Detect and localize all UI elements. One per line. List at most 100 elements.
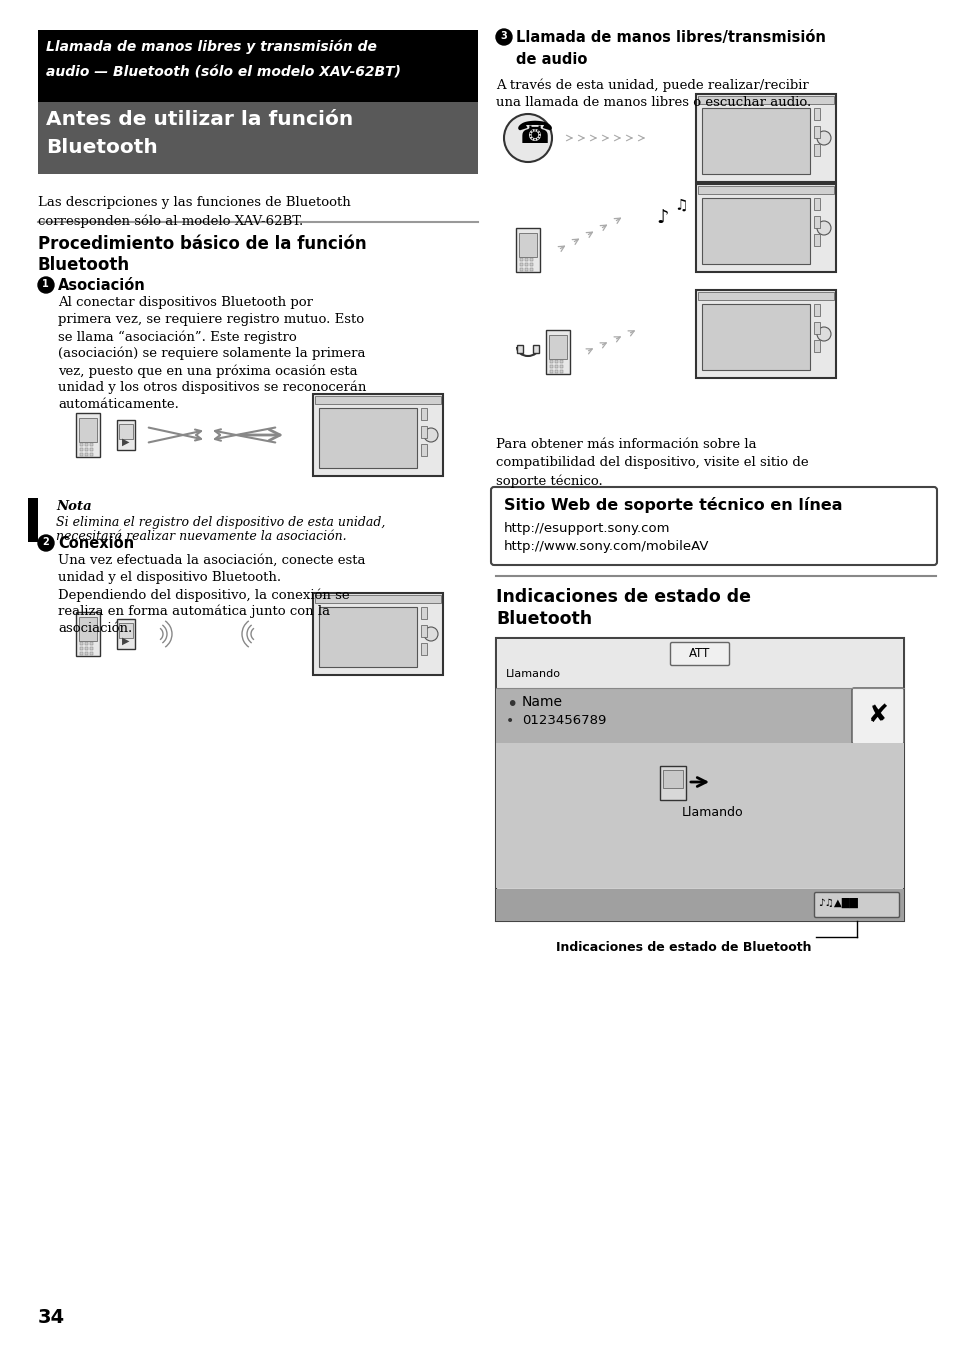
Circle shape: [816, 131, 830, 145]
Bar: [420, 625, 427, 637]
Circle shape: [816, 327, 830, 341]
Bar: [497, 639, 902, 690]
Text: automáticamente.: automáticamente.: [58, 397, 179, 411]
Bar: [85, 453, 88, 456]
Text: Procedimiento básico de la función: Procedimiento básico de la función: [38, 235, 366, 253]
Bar: [550, 365, 553, 368]
Bar: [701, 304, 809, 370]
Bar: [496, 690, 851, 744]
Text: ♪: ♪: [656, 208, 668, 227]
Text: ♪♫▲██: ♪♫▲██: [817, 898, 857, 909]
Bar: [813, 216, 820, 228]
Bar: [80, 443, 83, 446]
Bar: [76, 412, 100, 457]
Bar: [559, 370, 562, 373]
Bar: [519, 268, 522, 270]
Bar: [90, 453, 92, 456]
Text: Bluetooth: Bluetooth: [46, 138, 157, 157]
Text: necesitará realizar nuevamente la asociación.: necesitará realizar nuevamente la asocia…: [56, 530, 346, 544]
Bar: [119, 623, 132, 638]
Bar: [79, 617, 97, 641]
Text: de audio: de audio: [516, 51, 587, 68]
Text: Indicaciones de estado de Bluetooth: Indicaciones de estado de Bluetooth: [556, 941, 811, 955]
Bar: [696, 289, 835, 379]
Bar: [519, 258, 522, 261]
Circle shape: [423, 429, 437, 442]
Bar: [496, 890, 903, 921]
Text: Llamada de manos libres y transmisión de: Llamada de manos libres y transmisión de: [46, 41, 376, 54]
Text: unidad y el dispositivo Bluetooth.: unidad y el dispositivo Bluetooth.: [58, 571, 281, 584]
Bar: [524, 264, 527, 266]
Bar: [519, 264, 522, 266]
Bar: [524, 258, 527, 261]
Bar: [85, 652, 88, 654]
Bar: [496, 638, 903, 921]
Text: ♫: ♫: [673, 197, 687, 214]
Bar: [80, 642, 83, 645]
Bar: [90, 642, 92, 645]
Text: Sitio Web de soporte técnico en línea: Sitio Web de soporte técnico en línea: [503, 498, 841, 512]
Bar: [420, 443, 427, 456]
Bar: [119, 425, 132, 439]
Text: se llama “asociación”. Este registro: se llama “asociación”. Este registro: [58, 330, 296, 343]
Bar: [85, 648, 88, 650]
Text: Si elimina el registro del dispositivo de esta unidad,: Si elimina el registro del dispositivo d…: [56, 516, 385, 529]
Bar: [420, 426, 427, 438]
Text: (asociación) se requiere solamente la primera: (asociación) se requiere solamente la pr…: [58, 347, 365, 361]
Bar: [85, 642, 88, 645]
FancyBboxPatch shape: [670, 642, 729, 665]
Circle shape: [503, 114, 552, 162]
Text: Llamando: Llamando: [505, 669, 560, 679]
Bar: [76, 612, 100, 656]
Bar: [530, 258, 533, 261]
Bar: [90, 443, 92, 446]
Bar: [698, 96, 833, 104]
Text: ▶: ▶: [122, 635, 130, 646]
Bar: [813, 234, 820, 246]
Bar: [548, 335, 566, 360]
Text: Al conectar dispositivos Bluetooth por: Al conectar dispositivos Bluetooth por: [58, 296, 313, 310]
Bar: [555, 360, 558, 362]
Bar: [559, 365, 562, 368]
Text: Bluetooth: Bluetooth: [38, 256, 130, 274]
Bar: [813, 145, 820, 155]
Circle shape: [423, 627, 437, 641]
Bar: [314, 595, 440, 603]
Bar: [696, 184, 835, 272]
Bar: [79, 418, 97, 442]
Bar: [85, 448, 88, 452]
Text: Conexión: Conexión: [58, 535, 134, 552]
Text: vez, puesto que en una próxima ocasión esta: vez, puesto que en una próxima ocasión e…: [58, 364, 357, 377]
FancyBboxPatch shape: [851, 688, 903, 744]
Text: corresponden sólo al modelo XAV-62BT.: corresponden sólo al modelo XAV-62BT.: [38, 214, 303, 227]
Text: una llamada de manos libres o escuchar audio.: una llamada de manos libres o escuchar a…: [496, 96, 810, 110]
Bar: [659, 767, 685, 800]
Bar: [813, 322, 820, 334]
Text: •: •: [505, 695, 517, 714]
Text: A través de esta unidad, puede realizar/recibir: A través de esta unidad, puede realizar/…: [496, 78, 808, 92]
Text: ATT: ATT: [689, 648, 710, 660]
Bar: [517, 345, 522, 353]
Text: ✘: ✘: [866, 703, 887, 727]
Bar: [80, 652, 83, 654]
Bar: [696, 95, 835, 183]
Text: unidad y los otros dispositivos se reconocerán: unidad y los otros dispositivos se recon…: [58, 381, 366, 395]
Bar: [813, 339, 820, 352]
Text: ▶: ▶: [122, 437, 130, 448]
Text: compatibilidad del dispositivo, visite el sitio de: compatibilidad del dispositivo, visite e…: [496, 456, 808, 469]
Bar: [318, 607, 416, 667]
Bar: [533, 345, 538, 353]
Text: Llamando: Llamando: [681, 806, 742, 819]
Bar: [555, 365, 558, 368]
Text: soporte técnico.: soporte técnico.: [496, 475, 602, 488]
Text: •: •: [505, 714, 514, 727]
Bar: [80, 648, 83, 650]
Text: Nota: Nota: [56, 500, 91, 512]
Text: Para obtener más información sobre la: Para obtener más información sobre la: [496, 438, 756, 452]
Text: audio — Bluetooth (sólo el modelo XAV-62BT): audio — Bluetooth (sólo el modelo XAV-62…: [46, 66, 400, 80]
Bar: [313, 594, 442, 675]
Bar: [701, 197, 809, 264]
Bar: [524, 268, 527, 270]
Text: Antes de utilizar la función: Antes de utilizar la función: [46, 110, 353, 128]
FancyBboxPatch shape: [814, 892, 899, 918]
